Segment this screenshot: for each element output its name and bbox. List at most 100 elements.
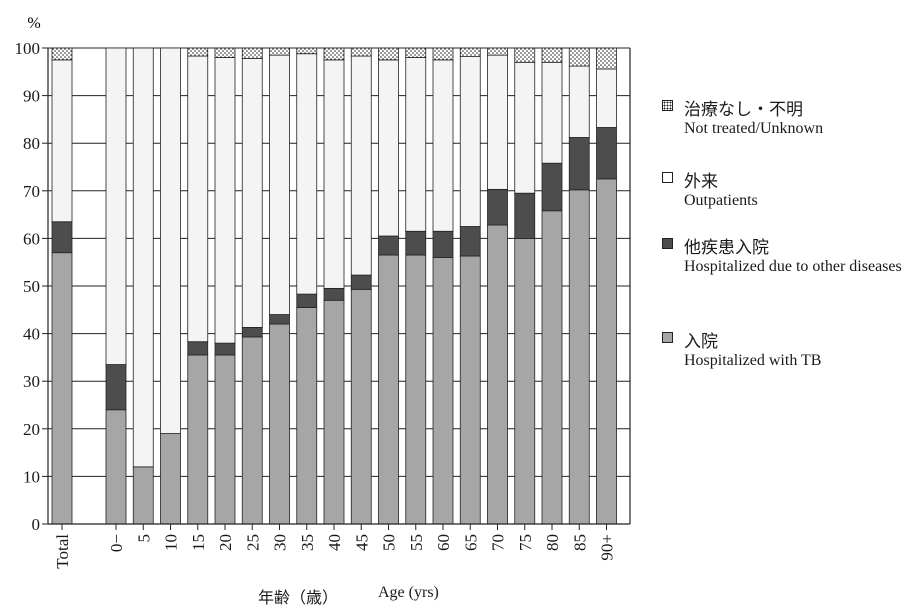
legend-label-ja: 入院 <box>684 332 718 351</box>
bar-segment <box>568 47 590 67</box>
bar-segment <box>160 47 181 434</box>
bar-segment <box>378 47 399 61</box>
x-tick-label: 0− <box>107 534 126 552</box>
x-tick-label: 20 <box>216 534 235 551</box>
legend-label-en: Hospitalized with TB <box>684 352 822 369</box>
legend-label-en: Outpatients <box>684 192 758 209</box>
x-tick-label: 15 <box>189 534 208 551</box>
bar-segment <box>350 288 372 525</box>
bar-segment <box>514 192 536 239</box>
x-tick-label: 45 <box>352 534 371 551</box>
y-axis-label: % <box>27 15 40 32</box>
bar-segment <box>541 61 563 164</box>
bar-segment <box>51 221 73 254</box>
y-tick-label: 70 <box>23 182 40 201</box>
bar-segment <box>405 57 427 232</box>
bar-segment <box>459 255 481 525</box>
bar-segment <box>296 53 318 295</box>
bar-segment <box>269 54 290 315</box>
bar-segment <box>241 47 263 59</box>
y-tick-label: 80 <box>23 134 40 153</box>
bar-segment <box>105 364 127 411</box>
bar-segment <box>378 235 399 256</box>
bar-segment <box>514 47 536 63</box>
y-tick-label: 10 <box>23 467 40 486</box>
bar-segment <box>187 55 209 343</box>
bar-segment <box>432 47 454 61</box>
bar-segment <box>487 54 508 190</box>
bar-segment <box>187 47 209 57</box>
bar-segment <box>541 210 563 525</box>
x-tick-label: 85 <box>570 534 589 551</box>
bar-segment <box>214 47 236 58</box>
y-tick-label: 30 <box>23 372 40 391</box>
bar-segment <box>459 56 481 227</box>
bar-segment <box>241 336 263 525</box>
bar-segment <box>241 327 263 338</box>
y-tick-label: 60 <box>23 229 40 248</box>
bar-segment <box>132 47 154 468</box>
bar-segment <box>378 254 399 525</box>
y-tick-label: 90 <box>23 87 40 106</box>
x-tick-label: 80 <box>543 534 562 551</box>
bar-segment <box>323 287 345 301</box>
x-tick-label: Total <box>53 534 72 569</box>
bar-segment <box>350 47 372 57</box>
bar-segment <box>405 47 427 58</box>
bar-segment <box>350 55 372 276</box>
bar-segment <box>432 59 454 232</box>
legend-label-en: Not treated/Unknown <box>684 120 824 137</box>
bar-segment <box>596 178 617 525</box>
y-axis-ticks: 0 10 20 30 40 50 60 70 80 90 100 <box>15 39 48 534</box>
bar-segment <box>378 59 399 237</box>
bar-segment <box>214 342 236 356</box>
bar-segment <box>487 188 508 226</box>
bar-segment <box>296 47 318 55</box>
legend-label-ja: 治療なし・不明 <box>684 100 803 119</box>
x-tick-label: 70 <box>489 534 508 551</box>
legend-label-ja: 他疾患入院 <box>684 238 769 257</box>
x-tick-label: 60 <box>434 534 453 551</box>
x-tick-label: 50 <box>380 534 399 551</box>
x-axis-ticks: Total 0− 5 10 15 20 25 30 35 40 45 50 55 60 65 70 75 80 85… <box>53 524 617 569</box>
bar-segment <box>432 257 454 525</box>
bar-segment <box>323 47 345 61</box>
bar-segment <box>432 230 454 258</box>
x-tick-label: 10 <box>162 534 181 551</box>
x-tick-label: 35 <box>298 534 317 551</box>
bar-segment <box>51 252 73 525</box>
bar-segment <box>596 47 617 70</box>
bar-segment <box>323 299 345 525</box>
x-tick-label: 90+ <box>598 534 617 561</box>
y-tick-label: 20 <box>23 420 40 439</box>
bar-segment <box>514 61 536 194</box>
bar-segment <box>514 237 536 525</box>
bar-segment <box>405 230 427 256</box>
bar-segment <box>269 323 290 525</box>
bar-segment <box>541 47 563 63</box>
bar-segment <box>596 68 617 128</box>
bar-segment <box>187 341 209 356</box>
bar-segment <box>160 433 181 525</box>
bar-segment <box>132 466 154 525</box>
bar-segment <box>269 314 290 325</box>
x-tick-label: 25 <box>243 534 262 551</box>
bar-segment <box>568 65 590 138</box>
legend-label-en: Hospitalized due to other diseases <box>684 258 902 275</box>
x-tick-label: 75 <box>516 534 535 551</box>
y-tick-label: 0 <box>32 515 41 534</box>
bar-segment <box>187 354 209 525</box>
bar-segment <box>241 58 263 328</box>
legend-swatch-outpatients <box>662 172 673 183</box>
x-tick-label: 30 <box>271 534 290 551</box>
bar-segment <box>51 47 73 61</box>
x-tick-label: 65 <box>461 534 480 551</box>
bar-segment <box>541 162 563 212</box>
bar-segment <box>323 59 345 289</box>
bar-segment <box>296 293 318 308</box>
bar-segment <box>214 354 236 525</box>
bar-segment <box>51 59 73 223</box>
x-tick-label: 55 <box>407 534 426 551</box>
bar-segment <box>350 274 372 290</box>
